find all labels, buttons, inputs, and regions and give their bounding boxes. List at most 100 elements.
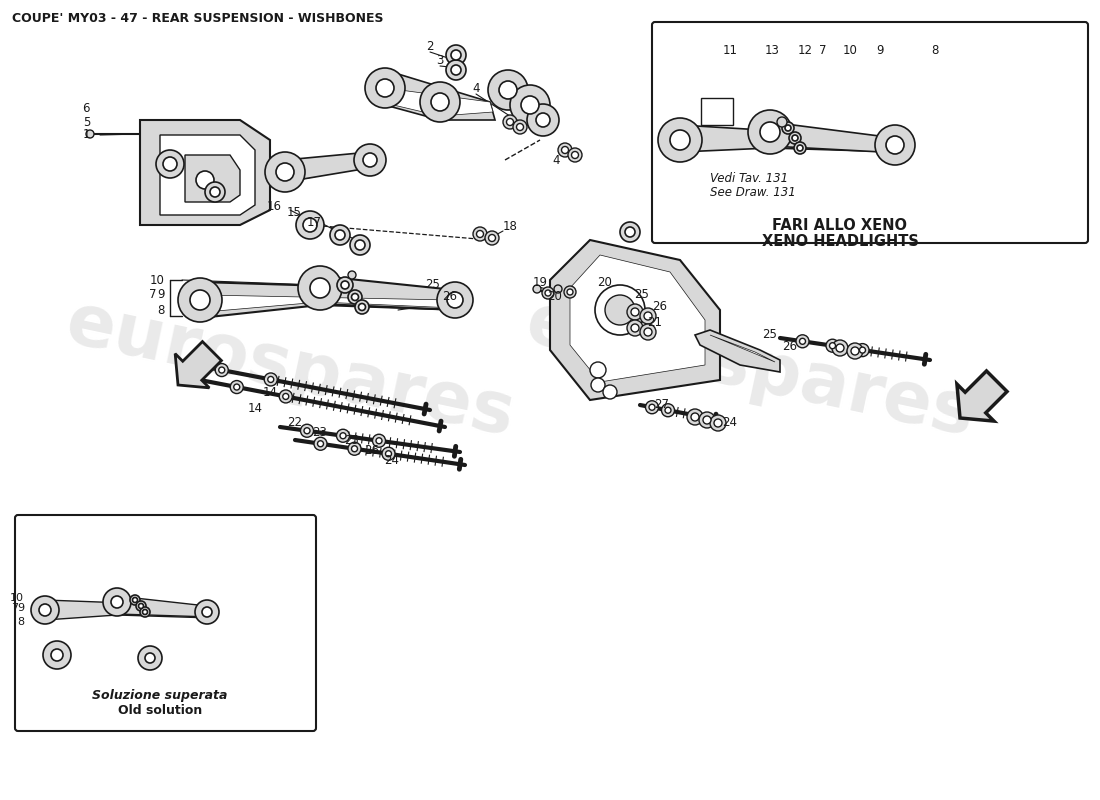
- Text: 8: 8: [16, 617, 24, 627]
- Circle shape: [782, 122, 794, 134]
- Circle shape: [688, 409, 703, 425]
- Polygon shape: [695, 330, 780, 372]
- Circle shape: [352, 446, 358, 452]
- Circle shape: [836, 344, 844, 352]
- Text: COUPE' MY03 - 47 - REAR SUSPENSION - WISHBONES: COUPE' MY03 - 47 - REAR SUSPENSION - WIS…: [12, 12, 384, 25]
- Circle shape: [554, 285, 562, 293]
- Circle shape: [521, 96, 539, 114]
- Text: 22: 22: [287, 415, 303, 429]
- Circle shape: [476, 230, 484, 238]
- Circle shape: [572, 151, 579, 158]
- Circle shape: [138, 646, 162, 670]
- Circle shape: [605, 295, 635, 325]
- Circle shape: [336, 230, 345, 240]
- Circle shape: [205, 182, 225, 202]
- Circle shape: [264, 373, 277, 386]
- Circle shape: [691, 413, 698, 421]
- Circle shape: [337, 430, 350, 442]
- Circle shape: [640, 324, 656, 340]
- Circle shape: [230, 381, 243, 394]
- Circle shape: [385, 450, 392, 457]
- Polygon shape: [570, 255, 705, 382]
- Text: 14: 14: [263, 386, 277, 398]
- Circle shape: [196, 171, 214, 189]
- Circle shape: [703, 416, 711, 424]
- Circle shape: [566, 289, 573, 295]
- Text: 27: 27: [654, 398, 670, 411]
- Text: 10: 10: [10, 593, 24, 603]
- Circle shape: [132, 598, 138, 602]
- Circle shape: [310, 278, 330, 298]
- Polygon shape: [160, 135, 255, 215]
- Circle shape: [748, 110, 792, 154]
- Circle shape: [644, 328, 652, 336]
- Circle shape: [473, 227, 487, 241]
- Text: 7: 7: [11, 603, 18, 613]
- Circle shape: [536, 113, 550, 127]
- Circle shape: [627, 320, 644, 336]
- Circle shape: [39, 604, 51, 616]
- Circle shape: [488, 70, 528, 110]
- FancyBboxPatch shape: [701, 98, 733, 125]
- Text: 20: 20: [597, 275, 613, 289]
- Text: 9: 9: [157, 289, 165, 302]
- Polygon shape: [200, 155, 375, 192]
- Text: 10: 10: [843, 43, 857, 57]
- Circle shape: [792, 135, 798, 141]
- Circle shape: [348, 442, 361, 455]
- Circle shape: [561, 146, 569, 154]
- Circle shape: [874, 125, 915, 165]
- Circle shape: [298, 266, 342, 310]
- Circle shape: [420, 82, 460, 122]
- Text: 26: 26: [652, 301, 668, 314]
- Circle shape: [431, 93, 449, 111]
- Circle shape: [603, 385, 617, 399]
- Circle shape: [437, 282, 473, 318]
- Circle shape: [513, 120, 527, 134]
- Circle shape: [510, 85, 550, 125]
- Circle shape: [31, 596, 59, 624]
- Text: 10: 10: [150, 274, 165, 286]
- Circle shape: [111, 596, 123, 608]
- Text: 7: 7: [150, 289, 157, 302]
- Circle shape: [798, 145, 803, 151]
- Text: 6: 6: [82, 102, 90, 114]
- Polygon shape: [185, 155, 240, 202]
- Text: 18: 18: [503, 221, 517, 234]
- Circle shape: [447, 292, 463, 308]
- Text: 2: 2: [427, 41, 433, 54]
- Text: eurospares: eurospares: [519, 289, 980, 451]
- Polygon shape: [710, 335, 776, 362]
- Text: 8: 8: [157, 303, 165, 317]
- Text: 15: 15: [287, 206, 303, 219]
- Circle shape: [503, 115, 517, 129]
- Circle shape: [564, 286, 576, 298]
- Circle shape: [130, 595, 140, 605]
- Circle shape: [376, 438, 382, 444]
- Circle shape: [859, 347, 866, 353]
- Circle shape: [145, 653, 155, 663]
- Text: 14: 14: [248, 402, 263, 414]
- Circle shape: [300, 424, 313, 438]
- FancyBboxPatch shape: [15, 515, 316, 731]
- Circle shape: [826, 339, 839, 352]
- Circle shape: [794, 142, 806, 154]
- Text: Old solution: Old solution: [118, 703, 202, 717]
- Circle shape: [136, 601, 146, 611]
- Circle shape: [796, 334, 808, 348]
- Circle shape: [330, 225, 350, 245]
- Circle shape: [139, 603, 143, 609]
- Circle shape: [210, 187, 220, 197]
- Circle shape: [86, 130, 94, 138]
- Circle shape: [51, 649, 63, 661]
- Text: Vedi Tav. 131: Vedi Tav. 131: [710, 171, 788, 185]
- Circle shape: [666, 407, 671, 414]
- Polygon shape: [957, 371, 1008, 421]
- Circle shape: [337, 277, 353, 293]
- Circle shape: [382, 447, 395, 460]
- Circle shape: [886, 136, 904, 154]
- Circle shape: [43, 641, 72, 669]
- Circle shape: [544, 290, 551, 296]
- Circle shape: [760, 122, 780, 142]
- Text: 9: 9: [877, 43, 883, 57]
